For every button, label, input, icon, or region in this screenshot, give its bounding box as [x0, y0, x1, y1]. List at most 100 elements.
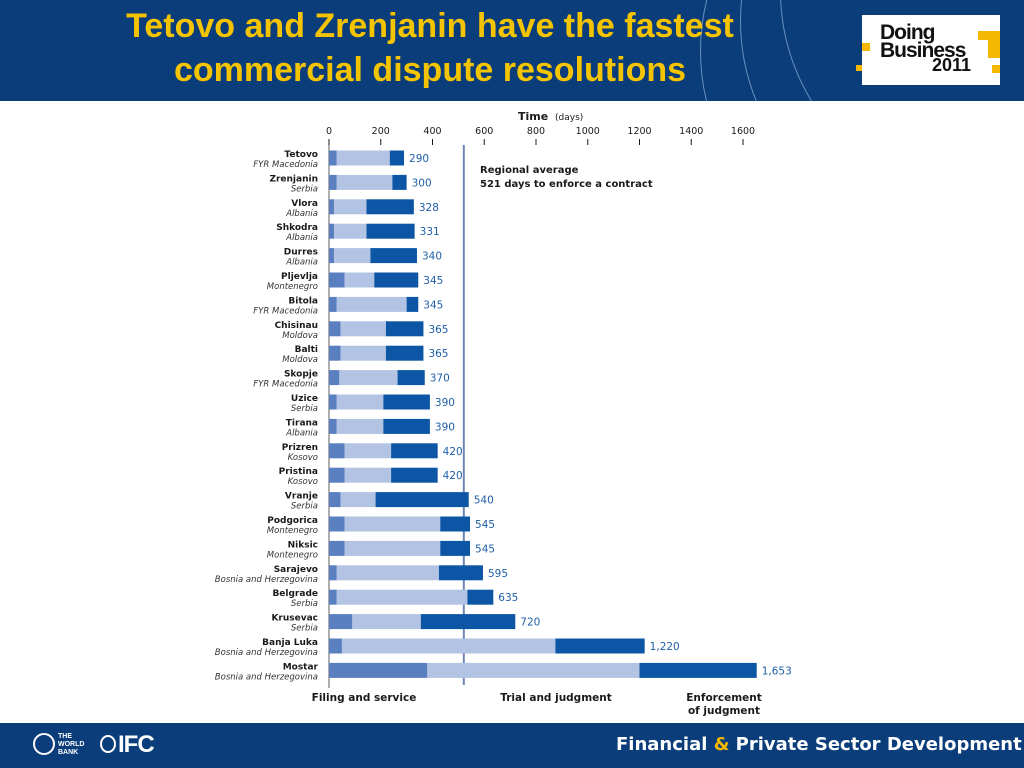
bar-segment — [329, 492, 341, 508]
bar-segment — [329, 150, 337, 166]
bar-segment — [329, 418, 337, 434]
bar-segment — [329, 638, 342, 654]
bar-segment — [391, 443, 438, 459]
bar-segment — [555, 638, 645, 654]
legend: Filing and service Trial and judgment En… — [312, 692, 762, 717]
logo-square — [992, 65, 1000, 73]
bar-total-label: 595 — [488, 568, 508, 580]
bar-segment — [329, 370, 340, 386]
bar-segment — [334, 248, 371, 264]
bar-total-label: 345 — [423, 275, 443, 287]
bar-total-label: 1,653 — [762, 665, 792, 677]
bar-segment — [440, 516, 471, 532]
bar-segment — [329, 394, 337, 410]
footer-tagline: Financial & Private Sector Development — [616, 734, 1022, 755]
x-tick-label: 0 — [326, 126, 332, 137]
bar-total-label: 331 — [420, 226, 440, 238]
x-tick-label: 1200 — [627, 126, 651, 137]
axis-title-unit: (days) — [555, 113, 583, 123]
bar-segment — [392, 174, 407, 190]
x-tick-label: 1600 — [731, 126, 755, 137]
bar-segment — [334, 199, 367, 215]
bar-segment — [329, 540, 345, 556]
legend-trial: Trial and judgment — [500, 692, 612, 704]
row-city-label: Bitola — [288, 296, 318, 306]
wb-text-line3: BANK — [58, 749, 79, 756]
decorative-arc — [700, 0, 1024, 101]
bar-segment — [639, 662, 757, 678]
bar-total-label: 420 — [443, 470, 463, 482]
logo-text-business: Business — [880, 39, 966, 62]
x-axis: Time (days) 0 200 400 600 800 1000 1200 1400 160… — [326, 110, 755, 688]
row-city-label: Tetovo — [284, 150, 318, 160]
x-tick-label: 400 — [423, 126, 441, 137]
row-city-label: Pristina — [279, 467, 318, 477]
row-city-label: Banja Luka — [262, 638, 318, 648]
bar-segment — [344, 272, 375, 288]
row-country-label: Albania — [285, 233, 318, 243]
bar-segment — [370, 248, 417, 264]
bar-segment — [329, 296, 337, 312]
row-country-label: Serbia — [291, 599, 318, 609]
bar-segment — [397, 370, 425, 386]
bar-segment — [329, 516, 345, 532]
bar-total-label: 540 — [474, 495, 494, 507]
bar-segment — [352, 614, 421, 630]
bar-total-label: 545 — [475, 543, 495, 555]
slide-title-line2: commercial dispute resolutions — [173, 51, 687, 89]
bar-total-label: 365 — [428, 324, 448, 336]
bar-total-label: 340 — [422, 251, 442, 263]
tagline-part1: Financial — [616, 734, 708, 755]
bar-segment — [329, 565, 337, 581]
ifc-emblem-icon — [100, 735, 116, 753]
bar-segment — [336, 418, 384, 434]
row-city-label: Tirana — [286, 418, 318, 428]
row-city-label: Vlora — [291, 199, 318, 209]
row-country-label: Albania — [285, 258, 318, 268]
bar-segment — [344, 516, 441, 532]
row-country-label: Albania — [285, 209, 318, 219]
bar-segment — [374, 272, 419, 288]
bar-segment — [427, 662, 640, 678]
row-country-label: Kosovo — [288, 477, 318, 487]
world-bank-globe-icon — [33, 733, 55, 755]
bar-segment — [344, 540, 441, 556]
bar-total-label: 290 — [409, 153, 429, 165]
bar-segment — [336, 589, 468, 605]
row-city-label: Vranje — [285, 492, 318, 502]
time-to-enforce-chart: Time (days) 0 200 400 600 800 1000 1200 1400 160… — [215, 110, 792, 717]
row-city-label: Prizren — [282, 443, 318, 453]
bar-total-label: 635 — [498, 592, 518, 604]
bar-segment — [329, 662, 428, 678]
slide-title-line1: Tetovo and Zrenjanin have the fastest — [126, 7, 734, 45]
bar-segment — [344, 467, 392, 483]
logo-text-doing: Doing — [880, 21, 935, 44]
row-country-label: Montenegro — [267, 550, 318, 560]
row-country-label: FYR Macedonia — [253, 380, 318, 390]
row-country-label: Serbia — [291, 502, 318, 512]
bar-segment — [336, 174, 393, 190]
bar-total-label: 345 — [423, 299, 443, 311]
bar-segment — [329, 199, 335, 215]
row-country-label: Moldova — [282, 355, 318, 365]
bar-segment — [329, 321, 341, 337]
tagline-part2: Private Sector Development — [735, 734, 1022, 755]
bar-segment — [336, 565, 439, 581]
row-city-label: Sarajevo — [274, 565, 318, 575]
bar-total-label: 365 — [428, 348, 448, 360]
bar-total-label: 370 — [430, 373, 450, 385]
reference-label-line1: Regional average — [480, 165, 579, 176]
row-city-label: Niksic — [288, 540, 318, 550]
row-country-label: Bosnia and Herzegovina — [215, 648, 318, 658]
row-country-label: FYR Macedonia — [253, 160, 318, 170]
ifc-logo-text: IFC — [118, 731, 155, 758]
bar-segment — [467, 589, 494, 605]
row-country-label: FYR Macedonia — [253, 306, 318, 316]
slide-header: Tetovo and Zrenjanin have the fastest co… — [0, 0, 1024, 101]
logo-text-year: 2011 — [932, 55, 972, 75]
bar-segment — [329, 223, 335, 239]
row-country-label: Moldova — [282, 331, 318, 341]
bar-total-label: 720 — [520, 617, 540, 629]
bar-segment — [329, 272, 345, 288]
